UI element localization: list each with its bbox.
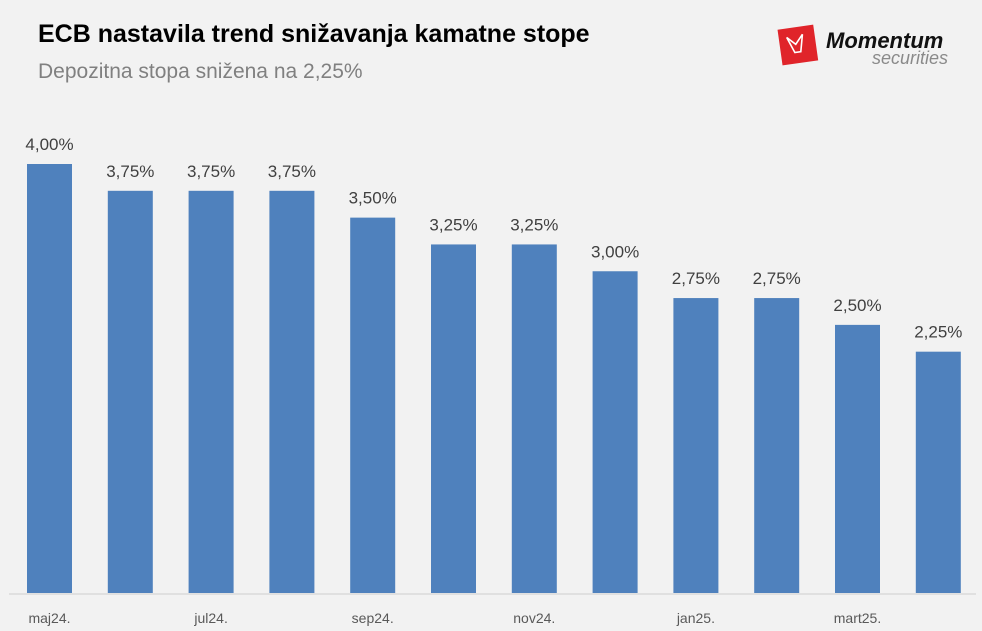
data-label: 3,75% — [187, 162, 235, 181]
bar — [27, 164, 72, 593]
data-label: 2,25% — [914, 323, 962, 342]
x-tick-label: nov24. — [513, 610, 555, 626]
x-tick-label: sep24. — [352, 610, 394, 626]
data-label: 3,75% — [268, 162, 316, 181]
data-label: 3,25% — [510, 215, 558, 234]
data-label: 2,75% — [753, 269, 801, 288]
data-label: 2,75% — [672, 269, 720, 288]
data-label: 3,75% — [106, 162, 154, 181]
bar — [592, 271, 638, 593]
bar — [511, 244, 557, 593]
bar — [673, 298, 719, 593]
data-label: 4,00% — [25, 135, 73, 154]
logo-tagline: securities — [872, 48, 948, 68]
bar — [754, 298, 800, 593]
momentum-logo: Momentum securities — [776, 22, 966, 68]
bar — [350, 217, 396, 593]
bar — [835, 324, 880, 593]
data-label: 3,00% — [591, 242, 639, 261]
bar — [107, 190, 153, 593]
logo-name: Momentum — [826, 28, 943, 53]
x-tick-label: jul24. — [193, 610, 227, 626]
bar — [269, 190, 315, 593]
data-label: 2,50% — [833, 296, 881, 315]
x-tick-label: jan25. — [676, 610, 715, 626]
bar — [915, 351, 961, 593]
x-tick-label: maj24. — [28, 610, 70, 626]
data-label: 3,25% — [429, 215, 477, 234]
data-label: 3,50% — [349, 189, 397, 208]
x-tick-label: mart25. — [834, 610, 881, 626]
bar — [431, 244, 476, 593]
bar — [188, 190, 234, 593]
chart-subtitle: Depozitna stopa snižena na 2,25% — [38, 60, 363, 83]
chart-title: ECB nastavila trend snižavanja kamatne s… — [38, 20, 590, 48]
